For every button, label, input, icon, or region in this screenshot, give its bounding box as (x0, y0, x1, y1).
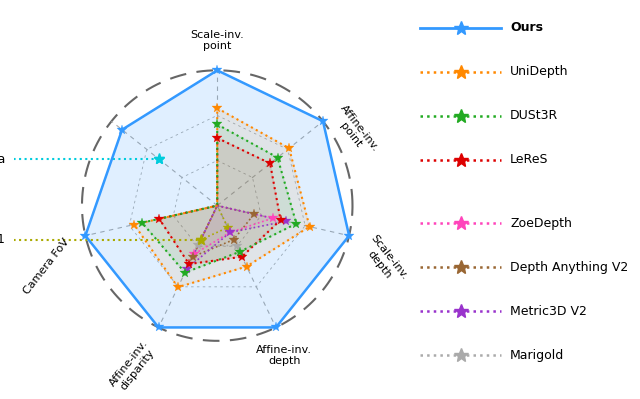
Text: Affine-inv.
point: Affine-inv. point (329, 103, 381, 160)
Polygon shape (142, 124, 296, 273)
Text: ZoeDepth: ZoeDepth (510, 217, 572, 230)
Text: UniDepth: UniDepth (510, 65, 568, 78)
Text: MiDaS V3.1: MiDaS V3.1 (0, 233, 5, 246)
Polygon shape (159, 138, 280, 264)
Polygon shape (187, 205, 286, 269)
Text: Camera FoV: Camera FoV (21, 237, 71, 296)
Polygon shape (193, 205, 254, 257)
Text: Scale-inv.
point: Scale-inv. point (190, 30, 244, 51)
Text: Metric3D V2: Metric3D V2 (510, 305, 587, 318)
Text: Affine-inv.
disparity: Affine-inv. disparity (108, 338, 159, 395)
Text: Marigold: Marigold (510, 349, 564, 361)
Text: Depth Anything V2: Depth Anything V2 (510, 261, 628, 274)
Text: Wild Camera: Wild Camera (0, 153, 5, 166)
Polygon shape (194, 205, 273, 254)
Text: DUSt3R: DUSt3R (510, 109, 558, 122)
Polygon shape (85, 70, 349, 328)
Text: LeReS: LeReS (510, 153, 548, 166)
Text: Affine-inv.
depth: Affine-inv. depth (256, 344, 312, 366)
Text: Scale-inv.
depth: Scale-inv. depth (359, 233, 409, 289)
Text: Ours: Ours (510, 22, 543, 34)
Polygon shape (134, 108, 310, 287)
